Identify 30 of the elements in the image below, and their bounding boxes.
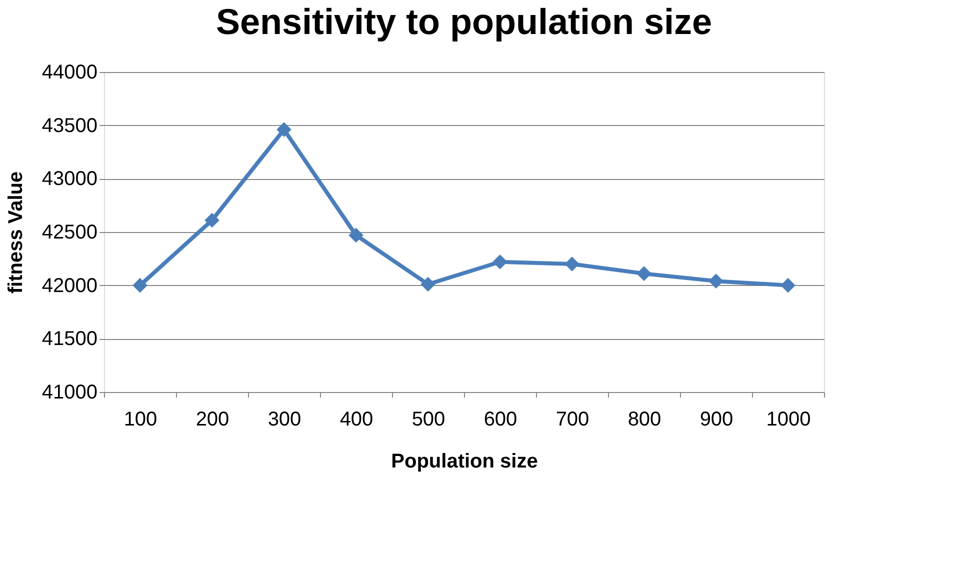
point xyxy=(636,266,652,282)
x-tick-label: 900 xyxy=(700,408,734,430)
x-tick-label: 200 xyxy=(196,408,230,430)
x-tick-label: 100 xyxy=(124,408,158,430)
x-tick-label: 700 xyxy=(556,408,590,430)
y-tick-label: 41000 xyxy=(42,382,98,404)
x-tick-label: 300 xyxy=(268,408,302,430)
chart-title: Sensitivity to population size xyxy=(216,1,712,42)
y-tick-label: 43500 xyxy=(42,114,98,137)
y-tick-label: 42000 xyxy=(42,274,98,297)
point xyxy=(492,254,508,270)
y-tick-label: 41500 xyxy=(42,328,98,350)
point xyxy=(348,228,364,243)
x-axis-title: Population size xyxy=(391,450,538,472)
x-tick-label: 800 xyxy=(628,408,662,430)
x-tick-label: 1000 xyxy=(766,408,811,430)
y-axis-title: fitness Value xyxy=(4,171,27,294)
x-tick-label: 400 xyxy=(340,408,374,430)
point xyxy=(420,276,436,292)
y-tick-label: 44000 xyxy=(42,62,98,84)
point xyxy=(780,278,796,293)
point xyxy=(132,278,148,293)
x-tick-label: 600 xyxy=(484,408,518,430)
y-tick-label: 43000 xyxy=(42,168,98,190)
point xyxy=(204,212,220,228)
point xyxy=(276,122,292,138)
x-tick-label: 500 xyxy=(412,408,446,430)
point xyxy=(708,274,724,288)
y-tick-label: 42500 xyxy=(42,222,98,244)
point xyxy=(564,256,580,272)
